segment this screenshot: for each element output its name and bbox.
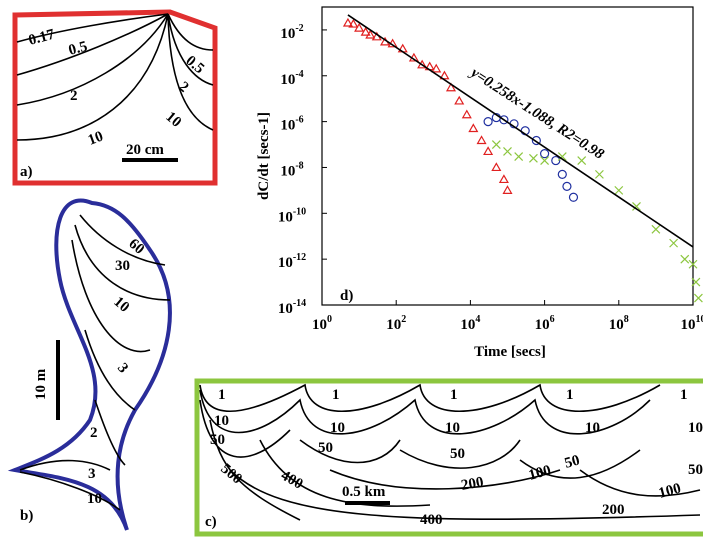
panel-label: d)	[340, 288, 353, 304]
contour-label: 50	[210, 432, 225, 448]
point	[504, 186, 512, 193]
y-tick-label: 10-10	[278, 206, 306, 225]
contour-label: 30	[115, 258, 130, 274]
contour-label: 10	[86, 129, 106, 149]
contour-label: 10	[585, 420, 600, 436]
contour-label: 3	[88, 466, 96, 482]
point	[500, 175, 508, 182]
contour-label: 50	[450, 446, 465, 462]
point	[694, 294, 702, 302]
point	[569, 193, 577, 201]
contour-label: 50	[563, 453, 582, 472]
point	[615, 186, 623, 194]
x-tick-label: 1010	[681, 314, 703, 333]
scale-label: 20 cm	[126, 142, 164, 158]
contour-label: 10	[87, 491, 102, 507]
contour-label: 100	[657, 481, 683, 502]
point	[492, 163, 500, 170]
point	[484, 147, 492, 154]
point	[504, 147, 512, 155]
point	[492, 141, 500, 149]
point	[478, 137, 486, 144]
contour-label: 10	[445, 420, 460, 436]
point	[455, 97, 463, 104]
point	[484, 118, 492, 126]
contour-label: 10	[162, 109, 184, 131]
point	[681, 255, 689, 263]
point	[652, 225, 660, 233]
fit-line	[348, 15, 693, 247]
point	[558, 170, 566, 178]
x-tick-label: 104	[460, 314, 480, 333]
contour-label: 100	[527, 463, 553, 484]
contour-label: 200	[602, 502, 625, 518]
contour-label: 2	[70, 88, 78, 104]
contour-label: 0.17	[27, 26, 57, 48]
contour-label: 1	[566, 387, 574, 403]
point	[595, 170, 603, 178]
y-tick-label: 10-14	[278, 298, 306, 317]
contour-label: 200	[460, 474, 485, 494]
contour-label: 10	[688, 420, 703, 436]
contour-label: 2	[175, 79, 191, 96]
contour-label: 3	[114, 360, 131, 376]
point	[463, 111, 471, 118]
point	[469, 125, 477, 132]
contour-label: 500	[217, 461, 245, 488]
panel-label: a)	[20, 164, 33, 180]
contour-label: 10	[110, 294, 132, 316]
x-tick-label: 102	[386, 314, 406, 333]
y-tick-label: 10-8	[280, 160, 303, 179]
x-tick-label: 100	[312, 314, 332, 333]
contour-label: 1	[332, 387, 340, 403]
scale-label: 0.5 km	[342, 484, 386, 500]
panel-a: 0.17 0.5 2 10 0.5 2 10 20 cm a)	[15, 12, 215, 183]
point	[670, 239, 678, 247]
x-axis-title: Time [secs]	[474, 344, 546, 360]
contour-label: 2	[90, 425, 98, 441]
panel-label: c)	[205, 514, 217, 530]
contour-label: 1	[680, 387, 688, 403]
y-tick-label: 10-4	[280, 69, 303, 88]
panel-b: 60 30 10 3 2 3 10 10 m b)	[15, 201, 170, 530]
panel-d: d) Time [secs] dC/dt [secs-1] y=0.258x-1…	[256, 7, 703, 360]
y-tick-label: 10-12	[278, 252, 306, 271]
contour-label: 10	[330, 420, 345, 436]
x-tick-label: 108	[609, 314, 629, 333]
panel-label: b)	[20, 508, 33, 524]
plot-frame	[322, 7, 693, 305]
point	[578, 157, 586, 165]
point	[563, 182, 571, 190]
x-tick-label: 106	[535, 314, 555, 333]
contour-label: 1	[218, 387, 226, 403]
contour-label: 50	[318, 440, 333, 456]
point	[515, 153, 523, 161]
contour-label: 50	[688, 462, 703, 478]
contour-label: 400	[420, 512, 443, 528]
y-axis-title: dC/dt [secs-1]	[256, 112, 272, 200]
y-tick-label: 10-2	[280, 23, 303, 42]
point	[541, 150, 549, 158]
contour-label: 0.5	[182, 53, 207, 77]
y-tick-label: 10-6	[280, 115, 303, 134]
panel-c: 1 1 1 1 1 10 10 10 10 10 50 50 50 50 50 …	[197, 381, 703, 534]
scale-label: 10 m	[33, 368, 49, 400]
contour-label: 10	[214, 413, 229, 429]
point	[529, 154, 537, 162]
contour-label: 1	[450, 387, 458, 403]
contour-label: 0.5	[67, 39, 89, 59]
